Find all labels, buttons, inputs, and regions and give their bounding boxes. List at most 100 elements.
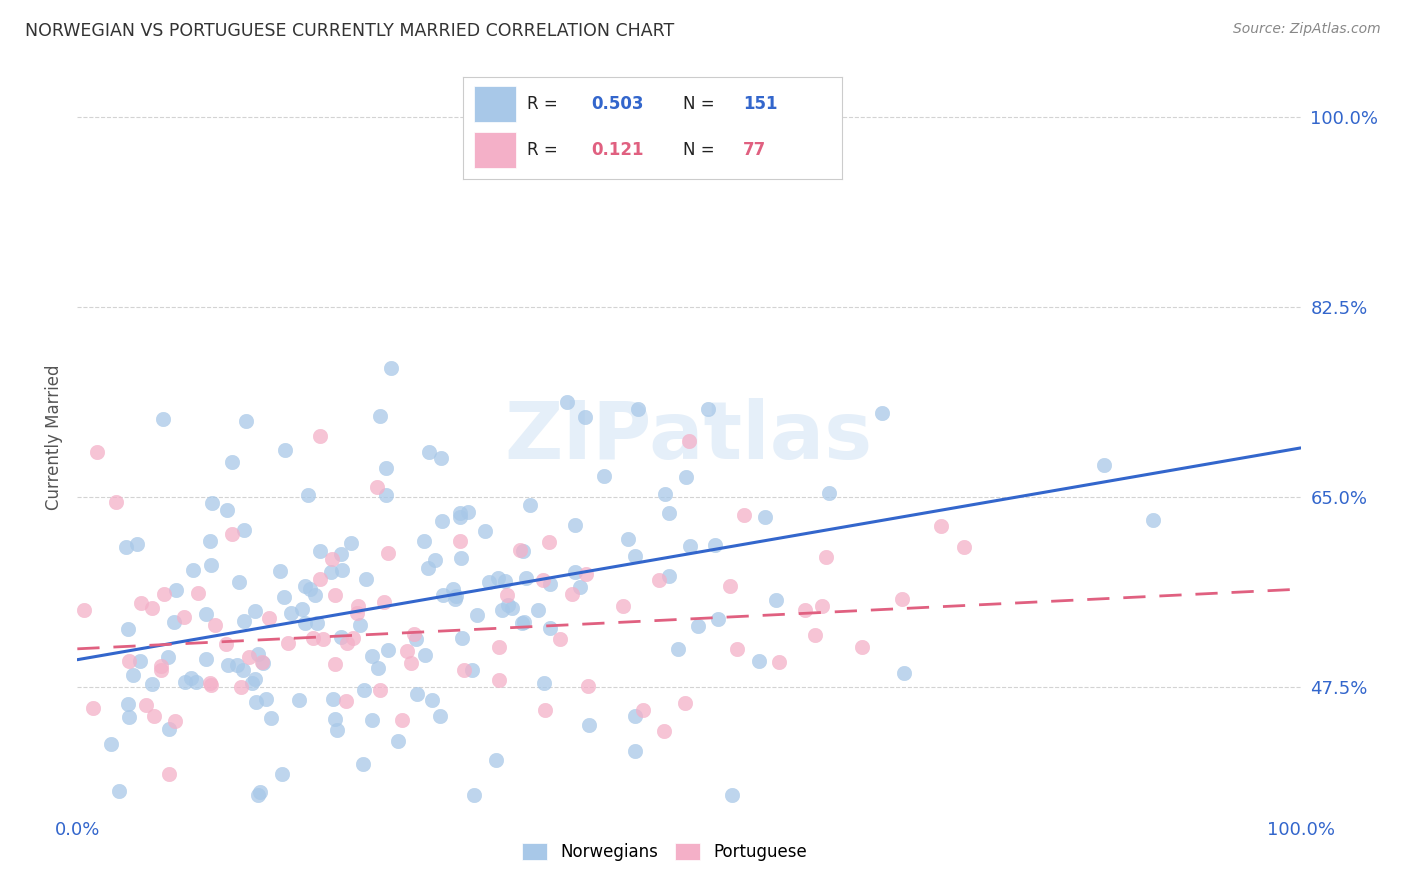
Point bbox=[108, 784, 131, 798]
Point bbox=[404, 627, 426, 641]
Point bbox=[180, 671, 202, 685]
Point bbox=[810, 599, 832, 614]
Point bbox=[519, 498, 541, 512]
Point bbox=[243, 672, 266, 686]
Point bbox=[152, 587, 174, 601]
Point bbox=[377, 643, 399, 657]
Point bbox=[291, 602, 314, 616]
Point bbox=[616, 532, 638, 546]
Point bbox=[339, 536, 361, 550]
Point bbox=[330, 547, 353, 561]
Point bbox=[82, 701, 104, 715]
Point bbox=[294, 616, 316, 631]
Point bbox=[533, 675, 555, 690]
Point bbox=[352, 756, 374, 771]
Point bbox=[294, 579, 316, 593]
Point bbox=[804, 628, 827, 642]
Point bbox=[704, 538, 727, 552]
Point bbox=[952, 540, 974, 554]
Point bbox=[342, 631, 364, 645]
Point bbox=[474, 524, 496, 538]
Point bbox=[269, 564, 291, 578]
Point bbox=[429, 709, 451, 723]
Point bbox=[814, 549, 837, 564]
Point bbox=[578, 718, 600, 732]
Point bbox=[129, 596, 152, 610]
Point bbox=[299, 582, 322, 597]
Point bbox=[200, 678, 222, 692]
Point bbox=[100, 737, 122, 751]
Point bbox=[217, 657, 239, 672]
Point bbox=[654, 487, 676, 501]
Point bbox=[564, 517, 586, 532]
Point bbox=[399, 656, 422, 670]
Point bbox=[361, 648, 384, 663]
Point bbox=[449, 509, 471, 524]
Point bbox=[246, 647, 269, 661]
Point bbox=[367, 661, 389, 675]
Point bbox=[370, 683, 392, 698]
Point bbox=[149, 664, 172, 678]
Point bbox=[658, 569, 681, 583]
Point bbox=[624, 709, 647, 723]
Point bbox=[461, 663, 484, 677]
Point bbox=[336, 636, 359, 650]
Point bbox=[374, 488, 396, 502]
Point bbox=[118, 709, 141, 723]
Point bbox=[204, 618, 226, 632]
Point bbox=[510, 615, 533, 630]
Point bbox=[395, 644, 418, 658]
Point bbox=[623, 744, 645, 758]
Point bbox=[576, 679, 599, 693]
Point bbox=[496, 599, 519, 613]
Point bbox=[488, 640, 510, 654]
Point bbox=[538, 577, 561, 591]
Point bbox=[555, 394, 578, 409]
Point bbox=[891, 592, 914, 607]
Point bbox=[277, 635, 299, 649]
Point bbox=[380, 360, 402, 375]
Point bbox=[349, 618, 371, 632]
Point bbox=[173, 675, 195, 690]
Text: NORWEGIAN VS PORTUGUESE CURRENTLY MARRIED CORRELATION CHART: NORWEGIAN VS PORTUGUESE CURRENTLY MARRIE… bbox=[25, 22, 675, 40]
Point bbox=[280, 606, 302, 620]
Point bbox=[688, 619, 710, 633]
Point bbox=[221, 455, 243, 469]
Point bbox=[453, 663, 475, 677]
Y-axis label: Currently Married: Currently Married bbox=[45, 364, 63, 510]
Point bbox=[425, 552, 447, 566]
Point bbox=[221, 527, 243, 541]
Point bbox=[457, 505, 479, 519]
Point bbox=[215, 637, 238, 651]
Point bbox=[721, 789, 744, 803]
Point bbox=[195, 651, 218, 665]
Point bbox=[748, 654, 770, 668]
Point bbox=[430, 450, 453, 465]
Point bbox=[233, 614, 256, 628]
Point bbox=[531, 573, 554, 587]
Point bbox=[254, 691, 277, 706]
Point bbox=[413, 648, 436, 663]
Point bbox=[198, 675, 221, 690]
Point bbox=[250, 655, 273, 669]
Point bbox=[449, 534, 471, 549]
Point bbox=[246, 788, 269, 802]
Point bbox=[373, 595, 395, 609]
Point bbox=[72, 602, 94, 616]
Point bbox=[173, 610, 195, 624]
Point bbox=[512, 544, 534, 558]
Point bbox=[312, 632, 335, 646]
Point bbox=[1142, 514, 1164, 528]
Point bbox=[509, 542, 531, 557]
Point bbox=[165, 582, 187, 597]
Point bbox=[228, 574, 250, 589]
Point bbox=[330, 563, 353, 577]
Text: Source: ZipAtlas.com: Source: ZipAtlas.com bbox=[1233, 22, 1381, 37]
Point bbox=[127, 537, 149, 551]
Point bbox=[1092, 458, 1115, 473]
Point bbox=[335, 694, 357, 708]
Point bbox=[612, 599, 634, 614]
Point bbox=[304, 588, 326, 602]
Point bbox=[675, 470, 697, 484]
Point bbox=[157, 767, 180, 781]
